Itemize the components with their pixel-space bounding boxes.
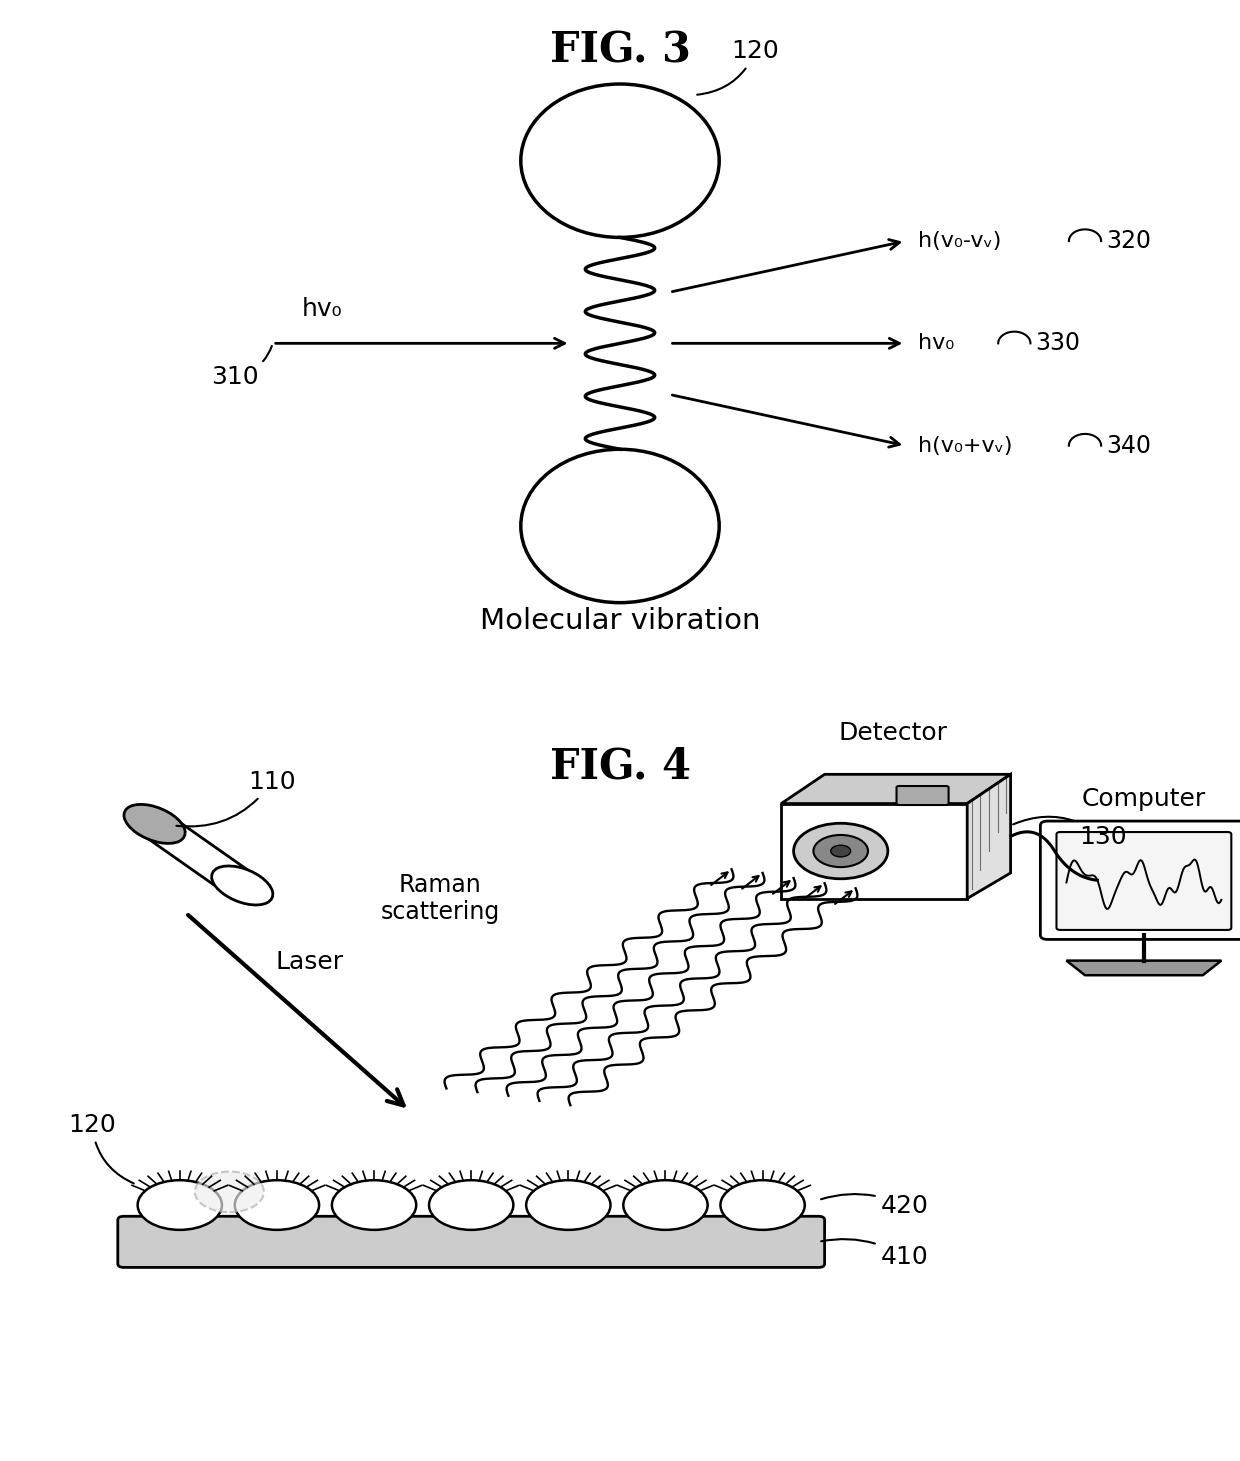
Circle shape xyxy=(813,836,868,868)
Polygon shape xyxy=(139,815,258,894)
Polygon shape xyxy=(967,774,1011,899)
Text: hv₀: hv₀ xyxy=(918,333,954,354)
Text: 110: 110 xyxy=(176,770,295,827)
Circle shape xyxy=(138,1180,222,1230)
Polygon shape xyxy=(781,774,1011,804)
FancyBboxPatch shape xyxy=(1040,821,1240,939)
FancyBboxPatch shape xyxy=(118,1216,825,1268)
Text: 330: 330 xyxy=(1035,332,1080,355)
Text: h(v₀-vᵥ): h(v₀-vᵥ) xyxy=(918,231,1001,251)
Text: Computer: Computer xyxy=(1081,787,1207,811)
Circle shape xyxy=(526,1180,610,1230)
Text: 410: 410 xyxy=(821,1239,929,1268)
Polygon shape xyxy=(781,804,967,899)
Text: FIG. 4: FIG. 4 xyxy=(549,745,691,787)
Ellipse shape xyxy=(212,866,273,904)
Text: h(v₀+vᵥ): h(v₀+vᵥ) xyxy=(918,435,1012,456)
Circle shape xyxy=(195,1172,264,1213)
Circle shape xyxy=(831,844,851,856)
Text: Raman
scattering: Raman scattering xyxy=(381,872,500,925)
Text: 320: 320 xyxy=(1106,229,1151,253)
Text: 340: 340 xyxy=(1106,434,1151,457)
Text: 120: 120 xyxy=(68,1113,134,1183)
Circle shape xyxy=(720,1180,805,1230)
Ellipse shape xyxy=(124,805,185,843)
Circle shape xyxy=(624,1180,708,1230)
Polygon shape xyxy=(1066,961,1221,976)
Text: Molecular vibration: Molecular vibration xyxy=(480,606,760,636)
FancyBboxPatch shape xyxy=(1056,833,1231,931)
Text: 130: 130 xyxy=(1013,817,1126,849)
Circle shape xyxy=(794,824,888,880)
FancyBboxPatch shape xyxy=(897,786,949,805)
Text: Detector: Detector xyxy=(838,722,947,745)
Circle shape xyxy=(429,1180,513,1230)
Circle shape xyxy=(234,1180,319,1230)
Circle shape xyxy=(332,1180,417,1230)
Text: 120: 120 xyxy=(697,39,780,95)
Text: 420: 420 xyxy=(821,1194,929,1217)
Text: 310: 310 xyxy=(211,346,272,389)
Text: FIG. 3: FIG. 3 xyxy=(549,29,691,72)
Text: hv₀: hv₀ xyxy=(303,298,342,321)
Text: Laser: Laser xyxy=(277,950,343,973)
